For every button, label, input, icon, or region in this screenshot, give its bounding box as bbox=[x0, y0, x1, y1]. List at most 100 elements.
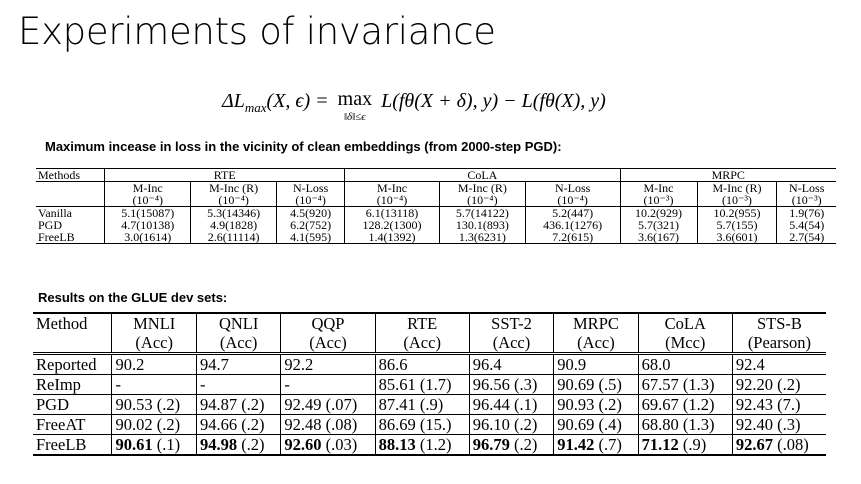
column-name: N-Loss bbox=[554, 181, 591, 195]
column-name: M-Inc (R) bbox=[209, 181, 259, 195]
column-header: N-Loss (10⁻⁴) bbox=[276, 181, 345, 207]
best-score: 91.42 bbox=[557, 435, 595, 454]
column-name: M-Inc bbox=[643, 181, 674, 195]
column-name: QQP bbox=[311, 314, 345, 333]
table-cell: 90.69 (.5) bbox=[553, 374, 639, 395]
table-cell: 130.1(893) bbox=[438, 219, 526, 231]
row-label: Reported bbox=[33, 352, 112, 375]
table-row: PGD 4.7(10138) 4.9(1828) 6.2(752) 128.2(1300… bbox=[36, 219, 836, 231]
table-cell: 92.2 bbox=[280, 352, 376, 375]
column-name: M-Inc (R) bbox=[712, 181, 762, 195]
table-cell: 5.4(54) bbox=[776, 219, 836, 231]
formula-args: (X, ϵ) = bbox=[266, 90, 329, 112]
column-unit: (10⁻³) bbox=[721, 193, 752, 207]
score-sd: (1.2) bbox=[419, 435, 452, 454]
column-header: M-Inc (R) (10⁻⁴) bbox=[190, 181, 277, 207]
table-cell: 68.80 (1.3) bbox=[637, 414, 733, 435]
column-header: CoLA (Mcc) bbox=[637, 313, 733, 354]
row-label: Vanilla bbox=[36, 206, 105, 219]
group-header: RTE bbox=[104, 168, 345, 182]
table-cell: 3.6(601) bbox=[696, 231, 777, 244]
column-unit: (10⁻⁴) bbox=[557, 193, 588, 207]
table-cell: 92.48 (.08) bbox=[280, 414, 376, 435]
column-header: MNLI (Acc) bbox=[111, 313, 197, 354]
column-header: M-Inc (10⁻⁴) bbox=[104, 181, 191, 207]
table-cell: 1.9(76) bbox=[776, 206, 836, 219]
table-cell: 7.2(615) bbox=[524, 231, 621, 244]
table-cell: 91.42 (.7) bbox=[553, 434, 639, 455]
table-cell: 5.3(14346) bbox=[190, 206, 277, 219]
column-header: QQP (Acc) bbox=[280, 313, 376, 354]
table-cell: 96.56 (.3) bbox=[468, 374, 554, 395]
table-cell: 10.2(929) bbox=[619, 206, 697, 219]
group-header: CoLA bbox=[344, 168, 621, 182]
table-cell: 3.6(167) bbox=[619, 231, 697, 244]
caption: Results on the GLUE dev sets: bbox=[38, 290, 228, 305]
best-score: 96.79 bbox=[472, 435, 510, 454]
table-cell: 94.98 (.2) bbox=[195, 434, 281, 455]
table-cell: 94.7 bbox=[195, 352, 281, 375]
column-name: M-Inc (R) bbox=[457, 181, 507, 195]
column-metric: (Acc) bbox=[577, 333, 615, 352]
column-unit: (10⁻³) bbox=[643, 193, 674, 207]
table-row: Reported 90.2 94.7 92.2 86.6 96.4 90.9 68.0 92.4 bbox=[33, 352, 826, 375]
slide-title: Experiments of invariance bbox=[18, 10, 496, 53]
loss-table: Methods RTE CoLA MRPC M-Inc (10⁻⁴) M-Inc (R) (1… bbox=[36, 168, 836, 244]
table-cell: 90.93 (.2) bbox=[553, 394, 639, 415]
column-header: STS-B (Pearson) bbox=[731, 313, 826, 354]
column-unit: (10⁻⁴) bbox=[132, 193, 164, 207]
table-cell: 85.61 (1.7) bbox=[374, 374, 470, 395]
table-cell: 6.1(13118) bbox=[344, 206, 440, 219]
header-cell: Methods bbox=[38, 168, 80, 182]
best-score: 71.12 bbox=[641, 435, 679, 454]
column-name: N-Loss bbox=[292, 181, 329, 195]
score-sd: (.9) bbox=[682, 435, 707, 454]
table-cell: 90.61 (.1) bbox=[111, 434, 197, 455]
score-sd: (.2) bbox=[241, 435, 265, 454]
table-cell: 92.49 (.07) bbox=[280, 394, 376, 415]
table-cell: 88.13 (1.2) bbox=[374, 434, 470, 455]
table-row: PGD 90.53 (.2) 94.87 (.2) 92.49 (.07) 87.41 … bbox=[33, 394, 826, 415]
table-body: Reported 90.2 94.7 92.2 86.6 96.4 90.9 68.0 92.4… bbox=[33, 352, 826, 455]
table-row: FreeLB 3.0(1614) 2.6(11114) 4.1(595) 1.4(139… bbox=[36, 231, 836, 244]
column-unit: (10⁻⁴) bbox=[376, 193, 408, 207]
best-score: 92.67 bbox=[735, 435, 773, 454]
column-unit: (10⁻⁴) bbox=[295, 193, 326, 207]
column-metric: (Acc) bbox=[492, 333, 531, 352]
table-cell: 5.7(321) bbox=[619, 219, 697, 231]
table-cell: 92.67 (.08) bbox=[731, 434, 826, 455]
table-cell: 67.57 (1.3) bbox=[637, 374, 733, 395]
column-header: M-Inc (10⁻³) bbox=[619, 181, 697, 207]
table-cell: 96.44 (.1) bbox=[468, 394, 554, 415]
column-header: N-Loss (10⁻⁴) bbox=[524, 181, 621, 207]
table-cell: 69.67 (1.2) bbox=[637, 394, 733, 415]
score-sd: (.1) bbox=[156, 435, 181, 454]
table-cell: 1.4(1392) bbox=[344, 231, 440, 244]
row-label: FreeLB bbox=[38, 230, 75, 244]
table-cell: 2.6(11114) bbox=[190, 231, 277, 244]
column-unit: (10⁻⁴) bbox=[467, 193, 498, 207]
table-cell: 10.2(955) bbox=[696, 206, 777, 219]
table-cell: 2.7(54) bbox=[776, 231, 836, 244]
column-header: M-Inc (10⁻⁴) bbox=[344, 181, 440, 207]
column-metric: (Mcc) bbox=[665, 333, 706, 352]
column-unit: (10⁻⁴) bbox=[218, 193, 249, 207]
column-name: MRPC bbox=[573, 314, 619, 333]
table-cell: 92.43 (7.) bbox=[731, 394, 826, 415]
table-cell: 86.69 (15.) bbox=[374, 414, 470, 435]
score-sd: (.08) bbox=[777, 435, 809, 454]
table-cell: 94.66 (.2) bbox=[195, 414, 281, 435]
formula-rhs: L(fθ(X + δ), y) − L(fθ(X), y) bbox=[381, 90, 606, 112]
best-score: 88.13 bbox=[378, 435, 416, 454]
table-row: ReImp - - -85.61 (1.7) 96.56 (.3) 90.69 (.5) 6… bbox=[33, 374, 826, 395]
table-cell: 92.40 (.3) bbox=[731, 414, 826, 435]
header-cell bbox=[36, 181, 105, 207]
column-metric: (Acc) bbox=[135, 333, 173, 352]
group-header: MRPC bbox=[619, 168, 836, 182]
column-metric: (Acc) bbox=[309, 333, 347, 352]
column-metric: (Acc) bbox=[403, 333, 441, 352]
table-cell: 90.69 (.4) bbox=[553, 414, 639, 435]
column-name: RTE bbox=[407, 314, 438, 333]
header-cell: Method bbox=[36, 314, 88, 333]
